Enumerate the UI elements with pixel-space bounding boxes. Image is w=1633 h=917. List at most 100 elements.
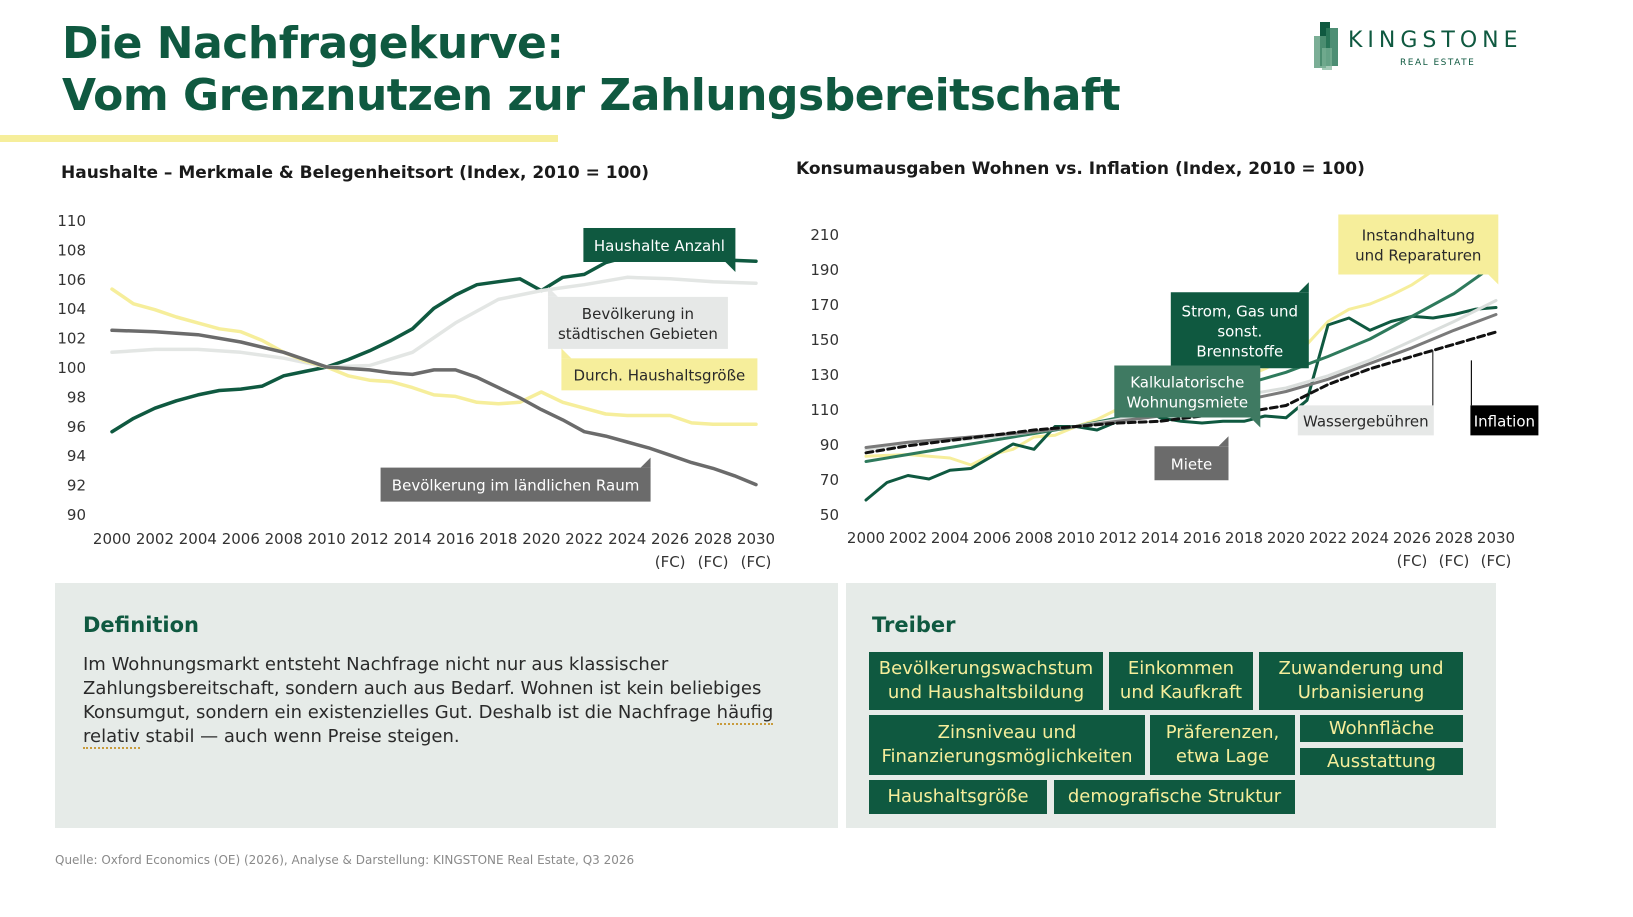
logo-name: KINGSTONE <box>1348 28 1523 53</box>
chart2-xtick-2014: 2014 <box>1141 529 1179 547</box>
chart1-label-bevolkerung-im-landlichen-raum: Bevölkerung im ländlichen Raum <box>380 457 651 502</box>
chart2-ytick-90: 90 <box>820 436 839 454</box>
chart1-xtick-sub-2028: (FC) <box>698 553 729 571</box>
chart2-label-inflation: Inflation <box>1470 360 1539 436</box>
chart2-label-text-wassergebuhren: Wassergebühren <box>1303 412 1429 430</box>
chart2-xtick-2028: 2028 <box>1435 529 1473 547</box>
chart1-xtick-2014: 2014 <box>393 530 431 548</box>
chart1-xtick-2000: 2000 <box>93 530 131 548</box>
chart1-series-bevolkerung-im-landlichen-raum <box>110 328 758 487</box>
building-logo-icon <box>1314 22 1338 70</box>
title-underline <box>0 135 558 142</box>
chart1-xtick-2020: 2020 <box>522 530 560 548</box>
chart2-label-instandhaltung-und-reparaturen: Instandhaltung und Reparaturen <box>1338 214 1499 285</box>
chart2-label-box-inflation <box>1470 405 1539 436</box>
chart2-xtick-2018: 2018 <box>1225 529 1263 547</box>
chart1-xtick-2004: 2004 <box>179 530 217 548</box>
chart1-ytick-108: 108 <box>57 241 86 259</box>
chart1-xtick-2010: 2010 <box>308 530 346 548</box>
definition-text-part-2: stabil — auch wenn Preise steigen. <box>139 726 460 747</box>
chart1-label-pointer-durch-haushaltsgrosse <box>561 348 572 359</box>
chart1-label-box-bevolkerung-in-stadtischen-gebieten <box>547 296 728 349</box>
definition-text: Im Wohnungsmarkt entsteht Nachfrage nich… <box>83 653 783 749</box>
chart2-series-strom-gas-und-sonst-brennstoffe <box>864 306 1498 502</box>
chart1-label-text-bevolkerung-im-landlichen-raum: Bevölkerung im ländlichen Raum <box>392 477 640 495</box>
definition-heading: Definition <box>83 613 200 637</box>
chart2-ytick-190: 190 <box>810 261 839 279</box>
chart2-label-wassergebuhren: Wassergebühren <box>1297 350 1434 436</box>
chart2-xtick-2022: 2022 <box>1309 529 1347 547</box>
chart1-xtick-2022: 2022 <box>565 530 603 548</box>
chart1-ytick-110: 110 <box>57 212 86 230</box>
chart2-xtick-2000: 2000 <box>847 529 885 547</box>
driver-tag-population-growth: Bevölkerungswachstum und Haushaltsbildun… <box>869 652 1103 710</box>
driver-tag-household-size: Haushaltsgröße <box>869 780 1047 814</box>
chart2-label-text-inflation: Inflation <box>1474 412 1535 430</box>
chart1-xtick-2026: 2026 <box>651 530 689 548</box>
chart2-xtick-sub-2026: (FC) <box>1397 552 1428 570</box>
chart1-ytick-96: 96 <box>67 418 86 436</box>
chart1-xtick-2006: 2006 <box>222 530 260 548</box>
chart1-xtick-2028: 2028 <box>694 530 732 548</box>
drivers-panel: Treiber Bevölkerungswachstum und Haushal… <box>846 583 1496 828</box>
chart2-xtick-2024: 2024 <box>1351 529 1389 547</box>
chart1-label-text-durch-haushaltsgrosse: Durch. Haushaltsgröße <box>574 366 746 384</box>
chart2-ytick-170: 170 <box>810 296 839 314</box>
chart2-xtick-2010: 2010 <box>1057 529 1095 547</box>
drivers-heading: Treiber <box>872 613 956 637</box>
chart1-xtick-2008: 2008 <box>265 530 303 548</box>
chart1-ytick-106: 106 <box>57 271 86 289</box>
chart1-xtick-sub-2030: (FC) <box>741 553 772 571</box>
chart1-label-pointer-bevolkerung-in-stadtischen-gebieten <box>547 286 558 297</box>
chart-1-title: Haushalte – Merkmale & Belegenheitsort (… <box>61 163 650 183</box>
definition-panel: Definition Im Wohnungsmarkt entsteht Nac… <box>55 583 838 828</box>
page-title-line-1: Die Nachfragekurve: <box>62 18 564 69</box>
chart2-label-pointer-kalkulatorische-wohnungsmiete <box>1250 417 1261 428</box>
logo-subtitle: REAL ESTATE <box>1400 58 1476 68</box>
chart1-ytick-98: 98 <box>67 388 86 406</box>
chart1-ytick-94: 94 <box>67 447 86 465</box>
chart2-label-text-strom-gas-und-sonst-brennstoffe: Strom, Gas und sonst. Brennstoffe <box>1182 302 1299 360</box>
chart1-xtick-2030: 2030 <box>737 530 775 548</box>
chart1-ytick-100: 100 <box>57 359 86 377</box>
chart2-xtick-sub-2030: (FC) <box>1481 552 1512 570</box>
chart2-xtick-2008: 2008 <box>1015 529 1053 547</box>
chart1-label-pointer-haushalte-anzahl <box>725 261 736 272</box>
chart1-label-durch-haushaltsgrosse: Durch. Haushaltsgröße <box>561 348 758 391</box>
chart2-label-box-strom-gas-und-sonst-brennstoffe <box>1170 292 1309 369</box>
source-note: Quelle: Oxford Economics (OE) (2026), An… <box>55 853 635 867</box>
chart1-ytick-90: 90 <box>67 506 86 524</box>
driver-tag-living-space: Wohnfläche <box>1300 715 1463 742</box>
chart1-label-text-haushalte-anzahl: Haushalte Anzahl <box>594 237 725 255</box>
driver-tag-preferences: Präferenzen, etwa Lage <box>1150 715 1295 775</box>
definition-text-dotted: häufig relativ <box>83 702 774 749</box>
chart2-xtick-2012: 2012 <box>1099 529 1137 547</box>
chart2-series-inflation <box>864 330 1498 455</box>
chart2-label-miete: Miete <box>1154 436 1229 481</box>
chart2-label-strom-gas-und-sonst-brennstoffe: Strom, Gas und sonst. Brennstoffe <box>1170 282 1309 369</box>
chart1-xtick-2012: 2012 <box>351 530 389 548</box>
chart1-ytick-102: 102 <box>57 330 86 348</box>
chart2-label-box-wassergebuhren <box>1297 405 1434 436</box>
chart1-series-durch-haushaltsgrosse <box>110 287 758 427</box>
chart2-label-text-miete: Miete <box>1171 455 1212 473</box>
definition-text-part-1: Im Wohnungsmarkt entsteht Nachfrage nich… <box>83 654 762 723</box>
chart2-ytick-130: 130 <box>810 366 839 384</box>
chart2-label-box-miete <box>1154 446 1229 481</box>
driver-tag-immigration: Zuwanderung und Urbanisierung <box>1259 652 1463 710</box>
chart2-xtick-2016: 2016 <box>1183 529 1221 547</box>
chart1-label-pointer-bevolkerung-im-landlichen-raum <box>640 457 651 468</box>
chart1-series-bevolkerung-in-stadtischen-gebieten <box>110 275 758 369</box>
chart2-ytick-110: 110 <box>810 401 839 419</box>
chart2-label-pointer-instandhaltung-und-reparaturen <box>1488 274 1499 285</box>
chart2-ytick-70: 70 <box>820 471 839 489</box>
chart2-label-text-kalkulatorische-wohnungsmiete: Kalkulatorische Wohnungsmiete <box>1126 374 1248 412</box>
chart2-ytick-210: 210 <box>810 226 839 244</box>
chart2-label-pointer-strom-gas-und-sonst-brennstoffe <box>1298 282 1309 293</box>
chart1-ytick-92: 92 <box>67 477 86 495</box>
driver-tag-equipment: Ausstattung <box>1300 748 1463 775</box>
chart2-label-box-kalkulatorische-wohnungsmiete <box>1114 365 1261 418</box>
chart1-label-haushalte-anzahl: Haushalte Anzahl <box>583 227 736 272</box>
chart2-xtick-2006: 2006 <box>973 529 1011 547</box>
